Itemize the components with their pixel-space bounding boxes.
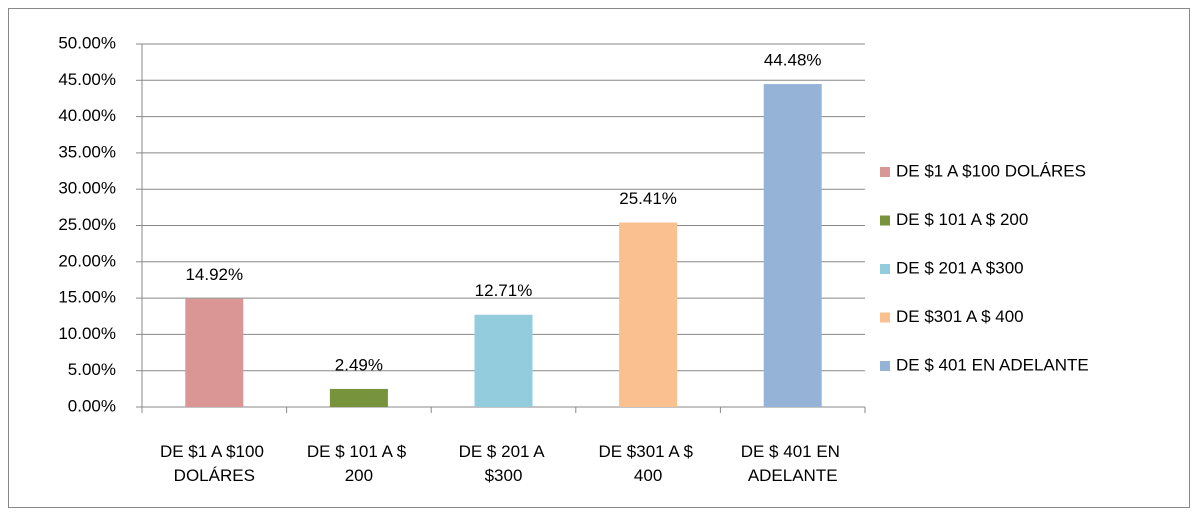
bar <box>329 388 388 407</box>
legend-swatch <box>880 264 890 274</box>
legend-label: DE $1 A $100 DOLÁRES <box>896 161 1086 180</box>
y-tick-label: 10.00% <box>58 324 116 343</box>
y-tick-label: 20.00% <box>58 251 116 270</box>
legend-swatch <box>880 361 890 371</box>
legend-label: DE $ 401 EN ADELANTE <box>896 355 1089 374</box>
y-tick-label: 45.00% <box>58 70 116 89</box>
y-tick-label: 5.00% <box>68 360 116 379</box>
y-tick-label: 40.00% <box>58 106 116 125</box>
y-tick-label: 50.00% <box>58 33 116 52</box>
x-tick-label: DE $ 101 A $ 200 <box>307 442 411 485</box>
y-tick-label: 0.00% <box>68 396 116 415</box>
y-tick-label: 35.00% <box>58 142 116 161</box>
legend-swatch <box>880 167 890 177</box>
legend-label: DE $ 201 A $300 <box>896 258 1024 277</box>
data-label: 2.49% <box>335 355 383 374</box>
x-tick-label: DE $ 201 A $300 <box>459 442 549 485</box>
x-tick-label: DE $301 A $ 400 <box>598 442 697 485</box>
legend-swatch <box>880 312 890 323</box>
data-label: 12.71% <box>475 281 533 300</box>
x-tick-label: DE $ 401 EN ADELANTE <box>741 442 845 485</box>
x-tick-label: DE $1 A $100 DOLÁRES <box>160 442 269 485</box>
legend-label: DE $301 A $ 400 <box>896 307 1024 326</box>
bar <box>619 222 678 407</box>
y-tick-label: 30.00% <box>58 179 116 198</box>
bar <box>763 84 822 408</box>
bar <box>185 298 244 407</box>
data-label: 14.92% <box>185 265 243 284</box>
data-label: 25.41% <box>619 189 677 208</box>
bar <box>474 314 533 407</box>
chart-border <box>8 8 1190 508</box>
legend-swatch <box>880 215 890 226</box>
y-tick-label: 15.00% <box>58 288 116 307</box>
y-tick-label: 25.00% <box>58 215 116 234</box>
data-label: 44.48% <box>764 51 822 70</box>
legend-label: DE $ 101 A $ 200 <box>896 210 1028 229</box>
